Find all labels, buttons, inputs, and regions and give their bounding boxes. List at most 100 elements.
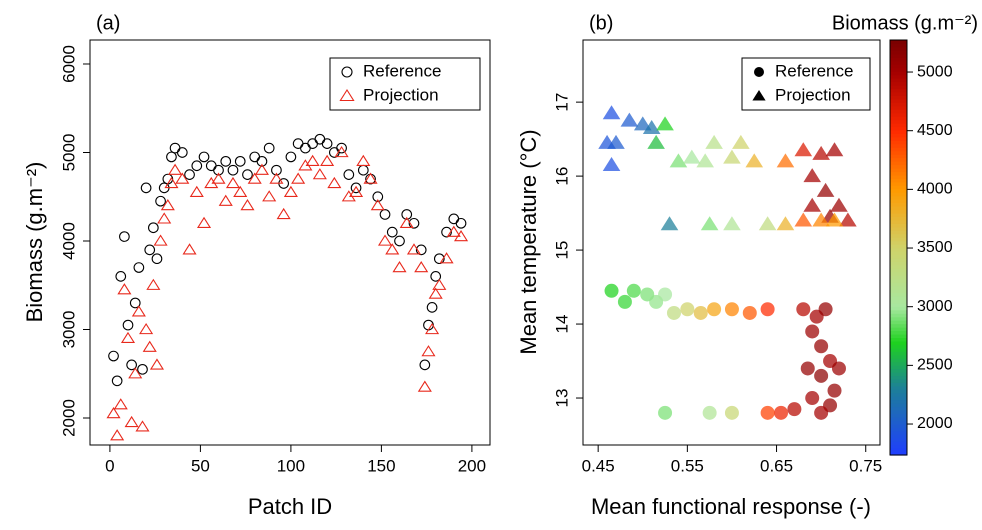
colorbar-segment	[890, 337, 907, 342]
colorbar-segment	[890, 64, 907, 69]
point	[379, 209, 391, 220]
point	[205, 160, 217, 172]
point	[776, 153, 795, 168]
colorbar-tick-label: 4500	[917, 122, 953, 139]
point	[131, 305, 146, 317]
colorbar-segment	[890, 358, 907, 363]
colorbar-segment	[890, 212, 907, 217]
point	[149, 358, 165, 370]
point	[742, 305, 757, 320]
point	[182, 243, 197, 255]
y-tick-label: 6000	[59, 45, 78, 83]
point	[723, 149, 741, 164]
colorbar-segment	[890, 382, 907, 387]
point	[830, 197, 848, 212]
colorbar-segment	[890, 140, 907, 145]
point	[256, 155, 268, 167]
point	[276, 207, 291, 220]
point	[723, 216, 741, 231]
point	[305, 154, 320, 167]
point	[683, 149, 701, 164]
y-tick-label: 14	[552, 315, 571, 334]
point	[794, 212, 813, 227]
colorbar-segment	[890, 347, 907, 352]
point	[656, 116, 674, 131]
legend-marker	[341, 66, 353, 78]
colorbar-segment	[890, 223, 907, 228]
colorbar-segment	[890, 178, 907, 183]
point	[175, 172, 190, 184]
colorbar-segment	[890, 60, 907, 65]
colorbar-segment	[890, 340, 907, 345]
point	[151, 253, 163, 265]
colorbar-segment	[890, 237, 907, 242]
colorbar-segment	[890, 420, 907, 425]
colorbar-segment	[890, 309, 907, 314]
y-tick-label: 4000	[59, 222, 78, 260]
plot-frame	[89, 39, 491, 446]
point	[707, 302, 722, 317]
point	[419, 359, 431, 371]
colorbar-segment	[890, 171, 907, 176]
x-tick-label: 0	[105, 456, 114, 475]
point	[119, 231, 130, 242]
point	[271, 164, 282, 176]
point	[724, 302, 739, 317]
point	[334, 145, 349, 158]
point	[796, 302, 811, 317]
point	[827, 383, 842, 398]
point	[225, 176, 241, 189]
x-axis-label: Patch ID	[248, 494, 332, 519]
colorbar-segment	[890, 271, 907, 276]
colorbar-segment	[890, 154, 907, 159]
point	[285, 151, 297, 163]
colorbar-segment	[890, 399, 907, 404]
colorbar-segment	[890, 74, 907, 79]
panel-label: (b)	[589, 12, 613, 34]
point	[831, 361, 846, 376]
point	[321, 138, 333, 149]
colorbar-segment	[890, 448, 907, 453]
colorbar-segment	[890, 43, 907, 48]
x-tick-label: 0.75	[849, 456, 882, 475]
point	[234, 155, 246, 167]
point	[113, 398, 128, 410]
point	[166, 151, 177, 163]
point	[263, 142, 275, 154]
colorbar-segment	[890, 78, 907, 83]
point	[814, 368, 829, 383]
colorbar-segment	[890, 375, 907, 380]
point	[249, 151, 261, 163]
point	[825, 212, 844, 227]
point	[818, 302, 833, 317]
colorbar-segment	[890, 330, 907, 335]
colorbar-segment	[890, 250, 907, 256]
colorbar-tick-label: 3000	[917, 298, 953, 315]
colorbar-segment	[890, 202, 907, 207]
colorbar-segment	[890, 413, 907, 418]
point	[314, 133, 326, 145]
colorbar-segment	[890, 410, 907, 415]
point	[432, 278, 447, 290]
colorbar-segment	[890, 244, 907, 249]
colorbar-segment	[890, 188, 907, 193]
colorbar-segment	[890, 216, 907, 221]
point	[233, 185, 248, 197]
point	[428, 287, 443, 299]
colorbar-segment	[890, 268, 907, 273]
point	[732, 134, 750, 149]
colorbar-segment	[890, 105, 907, 110]
point	[137, 363, 148, 375]
point	[157, 212, 172, 224]
point	[745, 153, 764, 168]
colorbar-segment	[890, 233, 907, 238]
point	[169, 142, 181, 154]
colorbar-segment	[890, 67, 907, 72]
point	[794, 142, 813, 157]
point	[292, 138, 304, 149]
x-tick-label: 0.45	[582, 456, 615, 475]
colorbar-segment	[890, 264, 907, 269]
point	[327, 176, 342, 189]
colorbar-segment	[890, 240, 907, 245]
colorbar-segment	[890, 157, 907, 162]
